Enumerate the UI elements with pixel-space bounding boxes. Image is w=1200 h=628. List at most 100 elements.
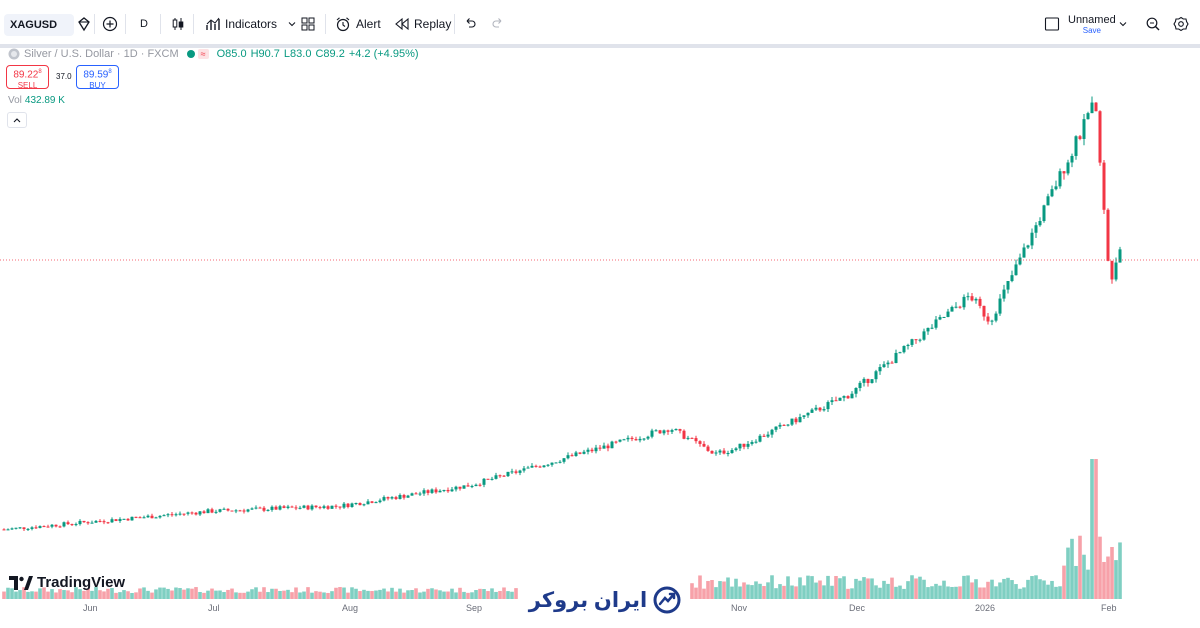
undo-icon[interactable] bbox=[463, 13, 477, 35]
candle-body bbox=[70, 524, 74, 526]
high-value: H90.7 bbox=[250, 48, 280, 60]
candle-body bbox=[1062, 171, 1066, 174]
volume-bar bbox=[1030, 576, 1034, 599]
indicators-label: Indicators bbox=[225, 17, 278, 31]
candle-body bbox=[274, 506, 278, 510]
save-label: Save bbox=[1082, 26, 1101, 35]
candle-body bbox=[618, 439, 622, 442]
volume-bar bbox=[710, 580, 714, 599]
data-delay-badge[interactable]: ≈ bbox=[197, 49, 209, 59]
volume-bar bbox=[334, 587, 338, 599]
toolbar-divider bbox=[325, 14, 326, 34]
indicators-button[interactable]: Indicators bbox=[205, 13, 297, 35]
compare-icon[interactable] bbox=[76, 13, 92, 35]
candle-body bbox=[574, 452, 578, 457]
volume-bar bbox=[370, 591, 374, 599]
volume-bar bbox=[986, 581, 990, 599]
candle-body bbox=[994, 313, 998, 321]
volume-bar bbox=[198, 591, 202, 599]
volume-bar bbox=[362, 589, 366, 599]
candle-body bbox=[1026, 245, 1030, 248]
candle-body bbox=[290, 506, 294, 508]
quick-search-icon[interactable] bbox=[1145, 13, 1161, 35]
interval-button[interactable]: D bbox=[140, 13, 148, 35]
volume-bar bbox=[1054, 586, 1058, 599]
sell-button[interactable]: 89.228 SELL bbox=[6, 65, 49, 90]
volume-bar bbox=[510, 591, 514, 599]
candle-body bbox=[614, 441, 618, 443]
candle-body bbox=[30, 527, 34, 529]
candle-body bbox=[806, 412, 810, 416]
candle-body bbox=[162, 515, 166, 517]
candle-body bbox=[62, 522, 66, 527]
layout-square-icon[interactable] bbox=[1044, 13, 1060, 35]
candle-body bbox=[418, 493, 422, 495]
volume-bar bbox=[102, 591, 106, 599]
volume-bar bbox=[818, 580, 822, 599]
volume-bar bbox=[770, 575, 774, 599]
volume-bar bbox=[1014, 584, 1018, 599]
layout-name: Unnamed bbox=[1068, 14, 1116, 26]
tradingview-logo[interactable]: TradingView bbox=[9, 574, 125, 591]
candle-body bbox=[258, 507, 262, 509]
candle-body bbox=[734, 448, 738, 451]
candle-body bbox=[714, 452, 718, 454]
candle-body bbox=[1014, 264, 1018, 276]
volume-bar bbox=[882, 580, 886, 599]
settings-gear-icon[interactable] bbox=[1173, 13, 1189, 35]
price-chart[interactable] bbox=[0, 48, 1200, 628]
volume-bar bbox=[82, 590, 86, 599]
candle-body bbox=[1066, 162, 1070, 174]
volume-bar bbox=[58, 589, 62, 599]
volume-bar bbox=[154, 589, 158, 599]
toolbar-divider bbox=[160, 14, 161, 34]
candle-body bbox=[1050, 189, 1054, 197]
volume-bar bbox=[262, 587, 266, 599]
alert-button[interactable]: Alert bbox=[335, 13, 381, 35]
symbol-search[interactable]: XAGUSD bbox=[4, 14, 74, 36]
volume-bar bbox=[1050, 580, 1054, 599]
volume-bar bbox=[1026, 579, 1030, 599]
candle-body bbox=[494, 475, 498, 479]
volume-bar bbox=[774, 588, 778, 599]
candle-body bbox=[18, 527, 22, 529]
volume-bar bbox=[1038, 579, 1042, 599]
candle-body bbox=[110, 519, 114, 523]
candles-icon[interactable] bbox=[170, 13, 186, 35]
volume-bar bbox=[1046, 584, 1050, 599]
candle-body bbox=[222, 508, 226, 510]
volume-bar bbox=[142, 587, 146, 599]
candle-body bbox=[966, 296, 970, 298]
volume-bar bbox=[878, 587, 882, 599]
replay-button[interactable]: Replay bbox=[394, 13, 451, 35]
volume-bar bbox=[1102, 561, 1106, 599]
volume-bar bbox=[438, 590, 442, 599]
buy-button[interactable]: 89.598 BUY bbox=[76, 65, 119, 90]
candle-body bbox=[414, 493, 418, 495]
candle-body bbox=[802, 415, 806, 417]
volume-bar bbox=[1062, 565, 1066, 599]
collapse-legend-button[interactable] bbox=[7, 112, 27, 128]
chevron-down-icon[interactable] bbox=[1118, 13, 1128, 35]
volume-bar bbox=[66, 590, 70, 599]
candle-body bbox=[934, 319, 938, 328]
volume-bar bbox=[962, 575, 966, 599]
volume-bar bbox=[782, 585, 786, 599]
candle-body bbox=[746, 443, 750, 447]
volume-bar bbox=[1090, 459, 1094, 599]
candle-body bbox=[1022, 247, 1026, 258]
redo-icon[interactable] bbox=[491, 13, 505, 35]
volume-bar bbox=[950, 586, 954, 599]
alert-label: Alert bbox=[356, 17, 381, 31]
volume-bar bbox=[238, 592, 242, 599]
candle-body bbox=[434, 489, 438, 493]
layouts-icon[interactable] bbox=[301, 13, 315, 35]
candle-body bbox=[874, 371, 878, 380]
layout-name-button[interactable]: Unnamed Save bbox=[1068, 14, 1116, 36]
volume-bar bbox=[1114, 560, 1118, 599]
volume-bar bbox=[274, 588, 278, 599]
candle-body bbox=[710, 450, 714, 454]
volume-bar bbox=[234, 592, 238, 599]
add-symbol-icon[interactable] bbox=[102, 13, 118, 35]
volume-bar bbox=[1006, 577, 1010, 599]
